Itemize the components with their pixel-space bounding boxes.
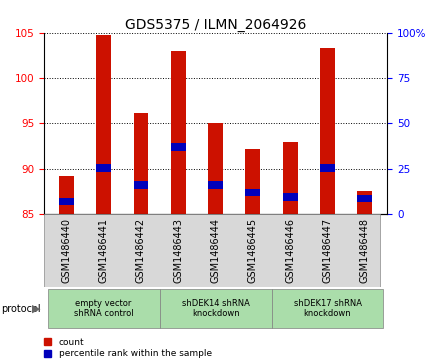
Legend: count, percentile rank within the sample: count, percentile rank within the sample: [44, 338, 212, 359]
FancyBboxPatch shape: [271, 289, 384, 328]
Bar: [171, 143, 186, 151]
Text: GSM1486442: GSM1486442: [136, 218, 146, 283]
Bar: [208, 123, 223, 214]
Title: GDS5375 / ILMN_2064926: GDS5375 / ILMN_2064926: [125, 18, 306, 32]
Bar: [171, 51, 186, 214]
Text: protocol: protocol: [1, 303, 40, 314]
Bar: [246, 149, 260, 214]
FancyBboxPatch shape: [160, 289, 271, 328]
Text: GSM1486443: GSM1486443: [173, 218, 183, 283]
FancyBboxPatch shape: [48, 289, 160, 328]
Bar: [133, 113, 148, 214]
Bar: [208, 182, 223, 189]
Text: GSM1486445: GSM1486445: [248, 218, 258, 283]
Text: empty vector
shRNA control: empty vector shRNA control: [74, 299, 133, 318]
Text: GSM1486447: GSM1486447: [323, 218, 333, 283]
Bar: [357, 195, 372, 202]
Text: GSM1486441: GSM1486441: [99, 218, 109, 283]
Text: shDEK14 shRNA
knockdown: shDEK14 shRNA knockdown: [182, 299, 249, 318]
Bar: [59, 176, 74, 214]
Text: GSM1486440: GSM1486440: [62, 218, 71, 283]
Text: shDEK17 shRNA
knockdown: shDEK17 shRNA knockdown: [293, 299, 362, 318]
Bar: [320, 164, 335, 171]
FancyBboxPatch shape: [44, 214, 380, 287]
Text: ▶: ▶: [32, 303, 40, 314]
Text: GSM1486444: GSM1486444: [211, 218, 220, 283]
Bar: [320, 48, 335, 214]
Bar: [59, 198, 74, 205]
Bar: [357, 191, 372, 214]
Text: GSM1486448: GSM1486448: [360, 218, 370, 283]
Bar: [96, 164, 111, 171]
Bar: [283, 142, 298, 214]
Bar: [133, 182, 148, 189]
Bar: [246, 189, 260, 196]
Text: GSM1486446: GSM1486446: [285, 218, 295, 283]
Bar: [283, 193, 298, 200]
Bar: [96, 35, 111, 214]
